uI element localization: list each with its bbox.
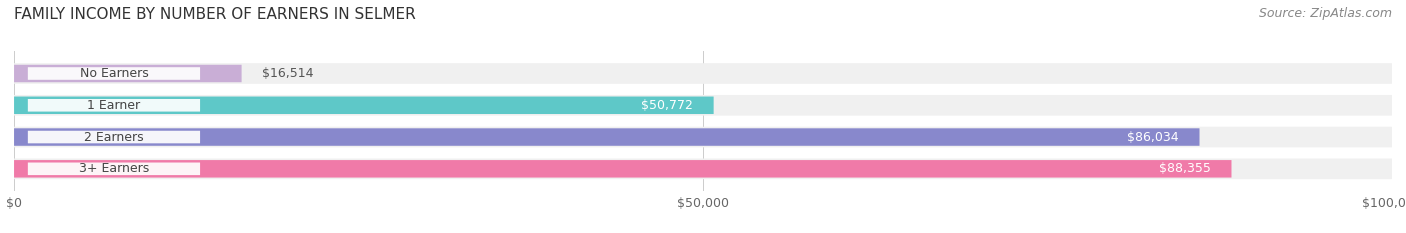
FancyBboxPatch shape — [14, 96, 714, 114]
Text: Source: ZipAtlas.com: Source: ZipAtlas.com — [1258, 7, 1392, 20]
FancyBboxPatch shape — [14, 65, 242, 82]
FancyBboxPatch shape — [14, 158, 1392, 179]
FancyBboxPatch shape — [14, 160, 1232, 178]
FancyBboxPatch shape — [28, 67, 200, 80]
FancyBboxPatch shape — [14, 63, 1392, 84]
Text: FAMILY INCOME BY NUMBER OF EARNERS IN SELMER: FAMILY INCOME BY NUMBER OF EARNERS IN SE… — [14, 7, 416, 22]
FancyBboxPatch shape — [28, 99, 200, 112]
FancyBboxPatch shape — [28, 131, 200, 143]
Text: 1 Earner: 1 Earner — [87, 99, 141, 112]
Text: $16,514: $16,514 — [263, 67, 314, 80]
Text: 2 Earners: 2 Earners — [84, 130, 143, 144]
FancyBboxPatch shape — [14, 128, 1199, 146]
FancyBboxPatch shape — [14, 127, 1392, 147]
FancyBboxPatch shape — [28, 163, 200, 175]
FancyBboxPatch shape — [14, 95, 1392, 116]
Text: No Earners: No Earners — [80, 67, 148, 80]
Text: $86,034: $86,034 — [1128, 130, 1178, 144]
Text: $50,772: $50,772 — [641, 99, 693, 112]
Text: $88,355: $88,355 — [1159, 162, 1211, 175]
Text: 3+ Earners: 3+ Earners — [79, 162, 149, 175]
